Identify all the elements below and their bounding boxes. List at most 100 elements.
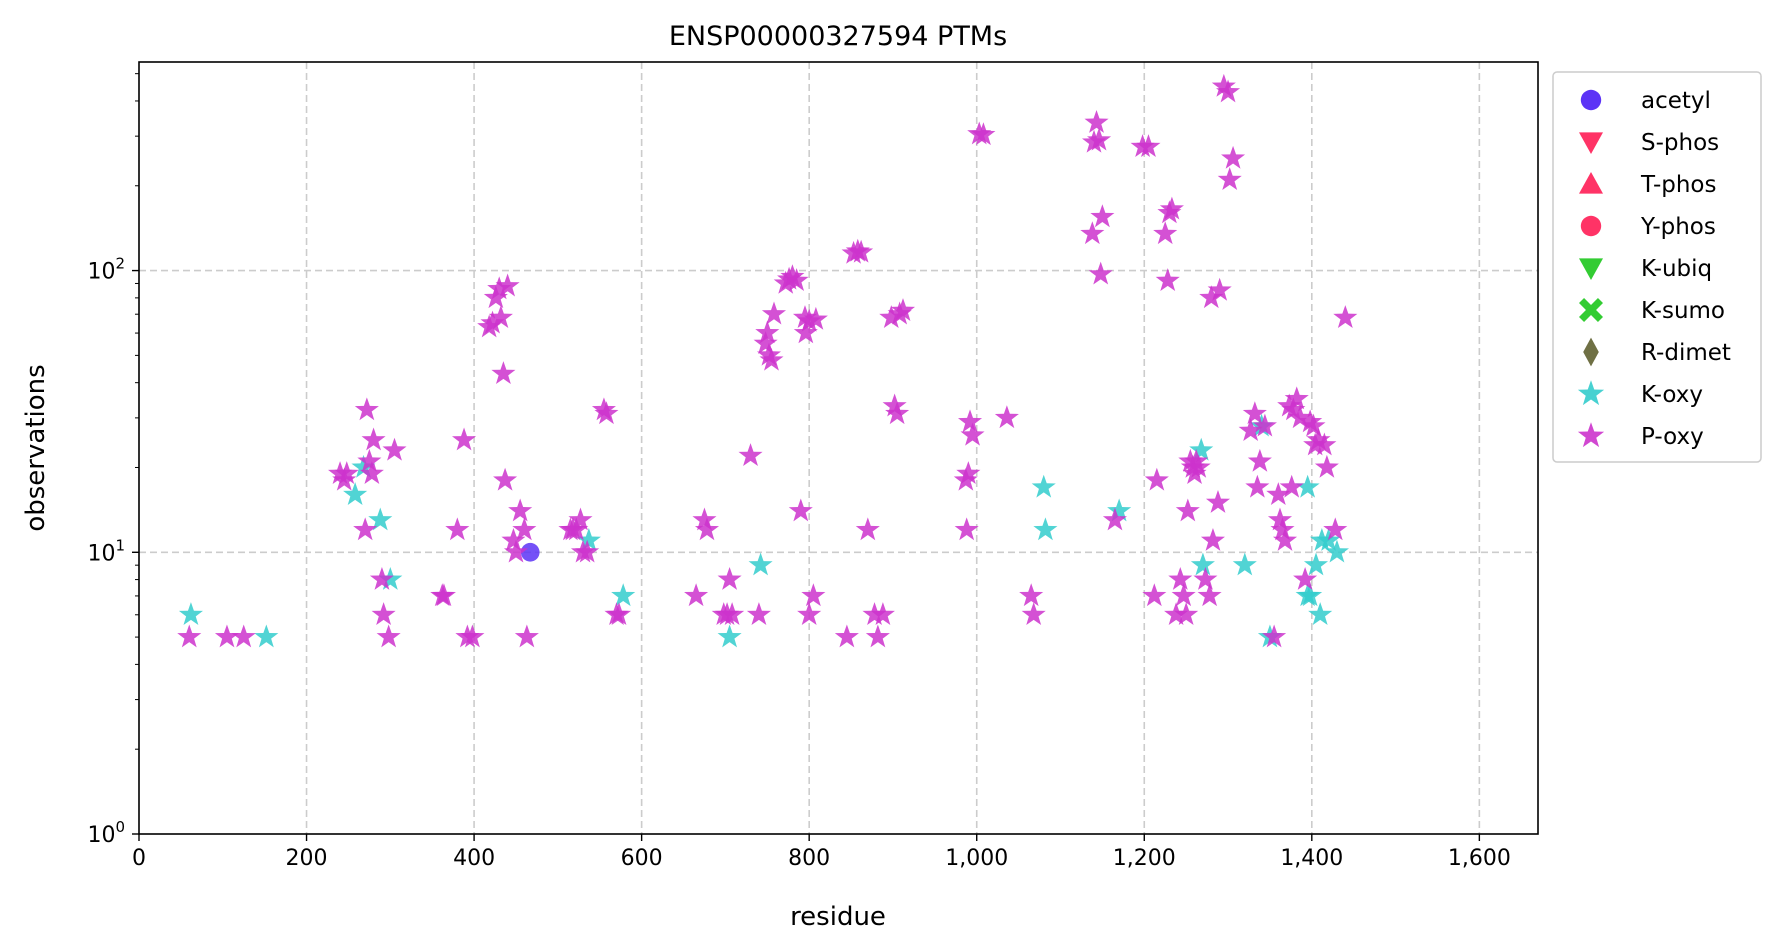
legend-marker-T-phos [1579, 172, 1603, 194]
data-point-P-oxy [376, 624, 401, 648]
legend-label: K-ubiq [1641, 256, 1712, 282]
data-point-K-oxy [343, 482, 368, 506]
data-point-P-oxy [834, 624, 859, 648]
data-point-P-oxy [1090, 204, 1115, 228]
x-tick-label: 600 [621, 846, 663, 871]
data-point-P-oxy [1171, 583, 1196, 607]
data-point-P-oxy [487, 276, 512, 300]
data-point-P-oxy [780, 264, 805, 288]
data-point-P-oxy [797, 602, 822, 626]
x-tick-label: 200 [286, 846, 328, 871]
data-point-P-oxy [1021, 602, 1046, 626]
legend-label: Y-phos [1640, 214, 1716, 240]
data-point-P-oxy [1312, 432, 1337, 456]
y-tick-label: 100 [87, 818, 125, 848]
data-point-P-oxy [353, 517, 378, 541]
data-point-P-oxy [354, 397, 379, 421]
x-tick-label: 0 [132, 846, 146, 871]
data-point-P-oxy [495, 273, 520, 297]
data-point-P-oxy [1217, 167, 1242, 191]
data-point-P-oxy [759, 347, 784, 371]
data-point-P-oxy [803, 306, 828, 330]
data-point-P-oxy [1252, 413, 1277, 437]
data-point-P-oxy [493, 467, 518, 491]
data-point-P-oxy [1199, 285, 1224, 309]
legend-label: T-phos [1640, 172, 1716, 198]
data-point-P-oxy [1242, 401, 1267, 425]
data-point-P-oxy [684, 583, 709, 607]
data-point-P-oxy [756, 342, 781, 366]
data-point-P-oxy [334, 461, 359, 484]
data-point-P-oxy [1084, 110, 1109, 133]
data-point-P-oxy [717, 566, 742, 590]
data-point-P-oxy [1153, 221, 1178, 245]
data-point-P-oxy [1270, 517, 1295, 541]
data-point-P-oxy [956, 461, 981, 484]
legend-marker-S-phos [1579, 132, 1603, 154]
data-point-P-oxy [1267, 507, 1293, 531]
data-point-P-oxy [371, 602, 396, 626]
data-point-P-oxy [361, 427, 386, 451]
data-point-P-oxy [885, 401, 910, 425]
x-tick-label: 1,600 [1448, 846, 1511, 871]
data-point-K-oxy [254, 624, 279, 648]
data-point-P-oxy [1142, 583, 1167, 607]
data-point-P-oxy [1245, 474, 1270, 498]
x-tick-label: 1,000 [945, 846, 1008, 871]
data-point-P-oxy [792, 305, 818, 328]
data-point-P-oxy [1164, 602, 1189, 626]
data-point-P-oxy [564, 517, 589, 541]
data-point-P-oxy [1279, 474, 1304, 498]
data-point-P-oxy [1238, 418, 1263, 441]
data-point-P-oxy [1277, 393, 1302, 417]
data-point-P-oxy [1284, 386, 1309, 410]
data-point-P-oxy [1301, 413, 1326, 437]
data-point-P-oxy [594, 401, 619, 425]
data-point-P-oxy [753, 331, 778, 354]
data-point-K-oxy [748, 552, 773, 576]
data-point-P-oxy [971, 122, 996, 146]
data-point-P-oxy [855, 517, 880, 541]
data-point-P-oxy [1323, 517, 1348, 541]
x-axis-label: residue [790, 902, 886, 932]
y-axis-label: observations [21, 364, 51, 531]
y-tick-label: 101 [87, 536, 125, 566]
data-point-P-oxy [960, 422, 985, 446]
data-point-P-oxy [1193, 566, 1218, 590]
data-point-P-oxy [452, 427, 477, 451]
data-point-P-oxy [359, 461, 384, 484]
data-point-P-oxy [761, 301, 787, 325]
data-point-P-oxy [784, 268, 809, 292]
data-point-P-oxy [369, 566, 394, 590]
data-point-P-oxy [793, 320, 818, 344]
legend-label: S-phos [1641, 130, 1719, 156]
data-point-P-oxy [460, 624, 485, 648]
data-point-P-oxy [692, 507, 717, 531]
data-point-K-oxy [178, 602, 203, 626]
data-point-K-oxy [1107, 498, 1132, 522]
data-point-P-oxy [1136, 134, 1161, 158]
data-point-P-oxy [1293, 566, 1318, 590]
data-point-K-oxy [576, 527, 601, 551]
data-point-P-oxy [797, 308, 822, 332]
legend-marker-acetyl [1580, 89, 1602, 111]
legend-label: K-oxy [1641, 382, 1703, 408]
data-point-P-oxy [957, 409, 983, 433]
legend-marker-K-ubiq [1579, 258, 1603, 280]
data-point-P-oxy [382, 437, 407, 461]
data-point-P-oxy [849, 239, 874, 263]
legend-marker-Y-phos [1580, 215, 1602, 237]
data-point-P-oxy [890, 298, 916, 321]
legend-label: acetyl [1641, 88, 1711, 114]
data-point-P-oxy [1298, 409, 1323, 433]
y-tick-label: 102 [87, 255, 125, 285]
legend-box [1552, 71, 1762, 463]
data-point-P-oxy [720, 602, 745, 626]
data-point-P-oxy [755, 320, 780, 344]
legend-marker-K-sumo [1579, 298, 1603, 322]
data-point-P-oxy [606, 602, 632, 626]
data-point-P-oxy [1144, 467, 1169, 491]
data-point-P-oxy [1175, 498, 1200, 522]
data-point-P-oxy [1168, 566, 1193, 590]
